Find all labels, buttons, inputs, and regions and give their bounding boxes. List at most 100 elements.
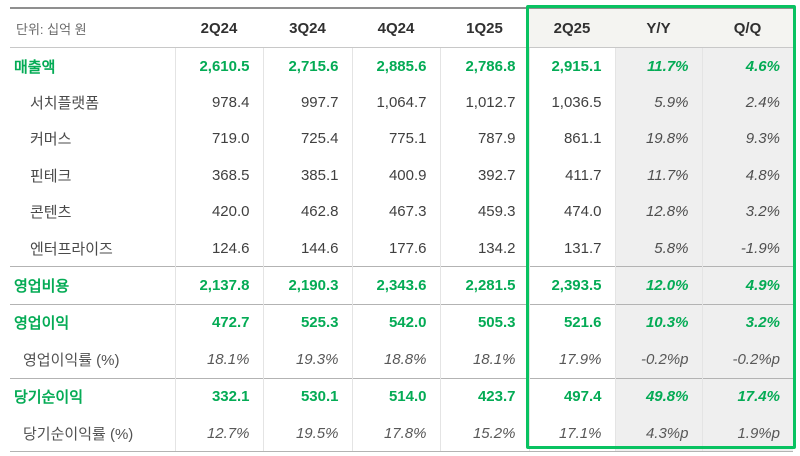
- value-cell: 2,281.5: [440, 266, 530, 305]
- value-cell: 11.7%: [615, 47, 703, 85]
- value-cell: 1,036.5: [529, 84, 616, 121]
- value-cell: 17.8%: [352, 414, 441, 453]
- value-cell: 505.3: [440, 303, 530, 342]
- row-label: 당기순이익률 (%): [10, 414, 176, 453]
- value-cell: 144.6: [263, 229, 353, 267]
- value-cell: 530.1: [263, 377, 353, 415]
- column-header-1q25: 1Q25: [440, 7, 529, 48]
- value-cell: 1,064.7: [352, 84, 441, 121]
- value-cell: 4.3%p: [615, 414, 703, 453]
- value-cell: -0.2%p: [615, 341, 703, 379]
- table-row: 영업이익 472.7 525.3 542.0 505.3 521.6 10.3% 3.2%: [10, 303, 793, 342]
- row-label: 영업이익: [10, 303, 176, 342]
- row-label: 당기순이익: [10, 377, 176, 415]
- value-cell: 12.7%: [175, 414, 264, 453]
- value-cell: 17.9%: [529, 341, 616, 379]
- value-cell: 2,610.5: [175, 47, 264, 85]
- value-cell: 18.1%: [440, 341, 530, 379]
- value-cell: 3.2%: [702, 193, 793, 230]
- column-header-3q24: 3Q24: [263, 7, 352, 48]
- value-cell: 775.1: [352, 120, 441, 158]
- table-row: 영업비용 2,137.8 2,190.3 2,343.6 2,281.5 2,393.5 1…: [10, 266, 793, 305]
- value-cell: 514.0: [352, 377, 441, 415]
- value-cell: 17.4%: [702, 377, 793, 415]
- value-cell: 10.3%: [615, 303, 703, 342]
- value-cell: 134.2: [440, 229, 530, 267]
- row-label: 영업비용: [10, 266, 176, 305]
- row-label: 콘텐츠: [10, 193, 176, 230]
- value-cell: 420.0: [175, 193, 264, 230]
- value-cell: 124.6: [175, 229, 264, 267]
- value-cell: 2,190.3: [263, 266, 353, 305]
- value-cell: 4.8%: [702, 157, 793, 194]
- value-cell: 15.2%: [440, 414, 530, 453]
- value-cell: 2.4%: [702, 84, 793, 121]
- row-label: 커머스: [10, 120, 176, 158]
- unit-label: 단위: 십억 원: [10, 7, 175, 48]
- value-cell: 4.6%: [702, 47, 793, 85]
- value-cell: 462.8: [263, 193, 353, 230]
- value-cell: 542.0: [352, 303, 441, 342]
- value-cell: 2,715.6: [263, 47, 353, 85]
- value-cell: 4.9%: [702, 266, 793, 305]
- value-cell: 1.9%p: [702, 414, 793, 453]
- table-row: 영업이익률 (%) 18.1% 19.3% 18.8% 18.1% 17.9% -0.2%p…: [10, 341, 793, 379]
- table-row: 콘텐츠 420.0 462.8 467.3 459.3 474.0 12.8% 3.2%: [10, 193, 793, 230]
- table-row: 당기순이익률 (%) 12.7% 19.5% 17.8% 15.2% 17.1% 4.3%p…: [10, 414, 793, 453]
- value-cell: 11.7%: [615, 157, 703, 194]
- value-cell: 978.4: [175, 84, 264, 121]
- value-cell: 423.7: [440, 377, 530, 415]
- value-cell: 459.3: [440, 193, 530, 230]
- value-cell: 3.2%: [702, 303, 793, 342]
- table-row: 매출액 2,610.5 2,715.6 2,885.6 2,786.8 2,915.1 11…: [10, 47, 793, 85]
- row-label: 영업이익률 (%): [10, 341, 176, 379]
- value-cell: 131.7: [529, 229, 616, 267]
- financial-results-table: 단위: 십억 원 2Q24 3Q24 4Q24 1Q25 2Q25 Y/Y Q/Q 매출액 2,…: [10, 7, 793, 453]
- value-cell: 467.3: [352, 193, 441, 230]
- value-cell: 525.3: [263, 303, 353, 342]
- value-cell: 2,786.8: [440, 47, 530, 85]
- value-cell: 19.5%: [263, 414, 353, 453]
- value-cell: 2,343.6: [352, 266, 441, 305]
- value-cell: 1,012.7: [440, 84, 530, 121]
- value-cell: 332.1: [175, 377, 264, 415]
- value-cell: 368.5: [175, 157, 264, 194]
- value-cell: 9.3%: [702, 120, 793, 158]
- value-cell: 2,137.8: [175, 266, 264, 305]
- value-cell: 18.1%: [175, 341, 264, 379]
- value-cell: 12.0%: [615, 266, 703, 305]
- value-cell: 861.1: [529, 120, 616, 158]
- value-cell: 2,885.6: [352, 47, 441, 85]
- table-row: 핀테크 368.5 385.1 400.9 392.7 411.7 11.7% 4.8%: [10, 157, 793, 194]
- value-cell: 12.8%: [615, 193, 703, 230]
- table-row: 서치플랫폼 978.4 997.7 1,064.7 1,012.7 1,036.5 5.9%…: [10, 84, 793, 121]
- value-cell: 472.7: [175, 303, 264, 342]
- column-header-2q25: 2Q25: [529, 7, 615, 48]
- value-cell: 497.4: [529, 377, 616, 415]
- value-cell: 392.7: [440, 157, 530, 194]
- row-label: 서치플랫폼: [10, 84, 176, 121]
- value-cell: 17.1%: [529, 414, 616, 453]
- value-cell: 411.7: [529, 157, 616, 194]
- value-cell: 474.0: [529, 193, 616, 230]
- value-cell: 49.8%: [615, 377, 703, 415]
- row-label: 핀테크: [10, 157, 176, 194]
- value-cell: 997.7: [263, 84, 353, 121]
- value-cell: 177.6: [352, 229, 441, 267]
- value-cell: 2,393.5: [529, 266, 616, 305]
- value-cell: 2,915.1: [529, 47, 616, 85]
- value-cell: 787.9: [440, 120, 530, 158]
- value-cell: 18.8%: [352, 341, 441, 379]
- value-cell: 19.8%: [615, 120, 703, 158]
- row-label: 엔터프라이즈: [10, 229, 176, 267]
- value-cell: 5.8%: [615, 229, 703, 267]
- value-cell: 19.3%: [263, 341, 353, 379]
- table-header: 단위: 십억 원 2Q24 3Q24 4Q24 1Q25 2Q25 Y/Y Q/Q: [10, 7, 793, 48]
- table-row: 엔터프라이즈 124.6 144.6 177.6 134.2 131.7 5.8% -1.9%: [10, 229, 793, 267]
- header-row: 단위: 십억 원 2Q24 3Q24 4Q24 1Q25 2Q25 Y/Y Q/Q: [10, 7, 793, 48]
- value-cell: -1.9%: [702, 229, 793, 267]
- value-cell: 5.9%: [615, 84, 703, 121]
- table-body: 매출액 2,610.5 2,715.6 2,885.6 2,786.8 2,915.1 11…: [10, 47, 793, 453]
- table-row: 커머스 719.0 725.4 775.1 787.9 861.1 19.8% 9.3%: [10, 120, 793, 158]
